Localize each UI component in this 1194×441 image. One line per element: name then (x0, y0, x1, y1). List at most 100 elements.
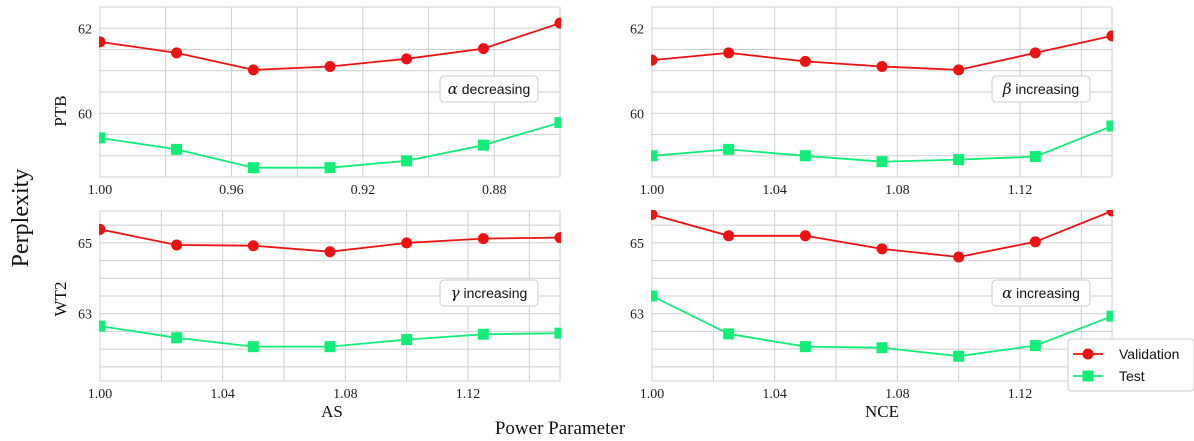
point-validation (651, 210, 658, 221)
x-tick-label: 1.04 (762, 387, 787, 402)
plot-frame (99, 6, 561, 178)
point-validation (799, 230, 811, 242)
panel-ptb-nce: 1.00 1.04 1.08 1.12 60 62 β increasing (630, 6, 1113, 198)
annotation-box (439, 75, 539, 103)
point-validation (1029, 47, 1041, 59)
x-tick-label: 1.12 (1008, 387, 1033, 402)
point-validation (876, 243, 888, 255)
annotation-text: decreasing (458, 81, 530, 97)
point-validation (401, 53, 413, 65)
point-validation (477, 43, 489, 55)
annotation-symbol: β (1002, 80, 1012, 98)
point-validation (99, 223, 106, 235)
point-test (477, 139, 489, 151)
y-tick-label: 62 (630, 22, 644, 37)
series-group (651, 30, 1113, 168)
point-test (876, 156, 888, 168)
point-validation (953, 251, 965, 263)
legend-validation-marker (1082, 348, 1094, 360)
legend-validation-label: Validation (1119, 346, 1179, 362)
point-test (99, 320, 106, 332)
legend-test-label: Test (1119, 368, 1145, 384)
point-validation (477, 233, 489, 245)
point-test (401, 334, 413, 346)
point-test (324, 162, 336, 174)
point-test (953, 350, 965, 362)
panel-ptb-as: 1.00 0.96 0.92 0.88 60 62 α decreasing (78, 6, 561, 198)
point-validation (723, 230, 735, 242)
point-validation (723, 47, 735, 59)
point-test (99, 132, 106, 144)
point-validation (1106, 210, 1113, 217)
point-test (171, 332, 183, 344)
col-label-as: AS (321, 402, 343, 421)
panels: 1.00 0.96 0.92 0.88 60 62 α decreasing 1.00 1.04… (78, 6, 1113, 402)
x-tick-label: 0.88 (482, 183, 507, 198)
series-group (99, 223, 561, 353)
point-test (401, 155, 413, 167)
point-test (324, 341, 336, 353)
point-test (477, 328, 489, 340)
y-tick-label: 60 (78, 107, 92, 122)
annotation-ptb-as: α decreasing (439, 75, 539, 103)
point-test (953, 154, 965, 166)
x-tick-label: 1.00 (640, 183, 665, 198)
point-test (171, 143, 183, 155)
x-tick-label: 0.96 (219, 183, 244, 198)
point-test (1106, 120, 1113, 132)
point-test (799, 341, 811, 353)
y-tick-label: 63 (78, 308, 92, 323)
plot-frame (99, 210, 561, 382)
point-test (1106, 310, 1113, 322)
point-validation (324, 246, 336, 258)
col-label-nce: NCE (865, 402, 899, 421)
x-tick-label: 1.08 (885, 387, 910, 402)
annotation-text: increasing (1012, 285, 1080, 301)
y-tick-label: 63 (630, 308, 644, 323)
point-validation (171, 239, 183, 251)
annotation-text: increasing (460, 285, 528, 301)
annotation-symbol: α (448, 80, 458, 98)
point-test (723, 328, 735, 340)
y-tick-label: 62 (78, 22, 92, 37)
y-tick-label: 65 (78, 237, 92, 252)
point-validation (554, 17, 561, 29)
legend: Validation Test (1067, 338, 1194, 392)
point-validation (554, 232, 561, 244)
series-group (651, 210, 1113, 362)
y-tick-label: 60 (630, 107, 644, 122)
annotation-ptb-nce: β increasing (991, 75, 1091, 103)
point-validation (324, 61, 336, 72)
row-label-ptb: PTB (51, 95, 70, 126)
series-group (99, 17, 561, 174)
point-validation (1029, 236, 1041, 248)
point-test (247, 162, 259, 174)
point-test (554, 117, 561, 129)
point-test (247, 341, 259, 353)
annotation-label: γ increasing (451, 284, 528, 302)
annotation-symbol: γ (451, 284, 460, 302)
point-test (1029, 340, 1041, 352)
y-axis-label: Perplexity (8, 169, 34, 268)
point-test (651, 150, 658, 162)
annotation-box (991, 279, 1091, 307)
point-validation (401, 237, 413, 249)
x-tick-label: 1.12 (1008, 183, 1033, 198)
point-test (554, 327, 561, 339)
annotation-box (991, 75, 1091, 103)
point-test (799, 150, 811, 162)
legend-box (1067, 338, 1194, 392)
annotation-box (439, 279, 539, 307)
point-validation (1106, 30, 1113, 42)
point-validation (171, 47, 183, 59)
annotation-label: β increasing (1002, 80, 1079, 98)
x-tick-label: 1.12 (456, 387, 481, 402)
row-label-wt2: WT2 (51, 282, 70, 317)
x-tick-label: 1.00 (88, 183, 113, 198)
annotation-symbol: α (1002, 284, 1012, 302)
point-validation (99, 36, 106, 48)
point-test (723, 143, 735, 155)
point-validation (247, 64, 259, 76)
point-validation (953, 64, 965, 76)
point-test (651, 290, 658, 302)
